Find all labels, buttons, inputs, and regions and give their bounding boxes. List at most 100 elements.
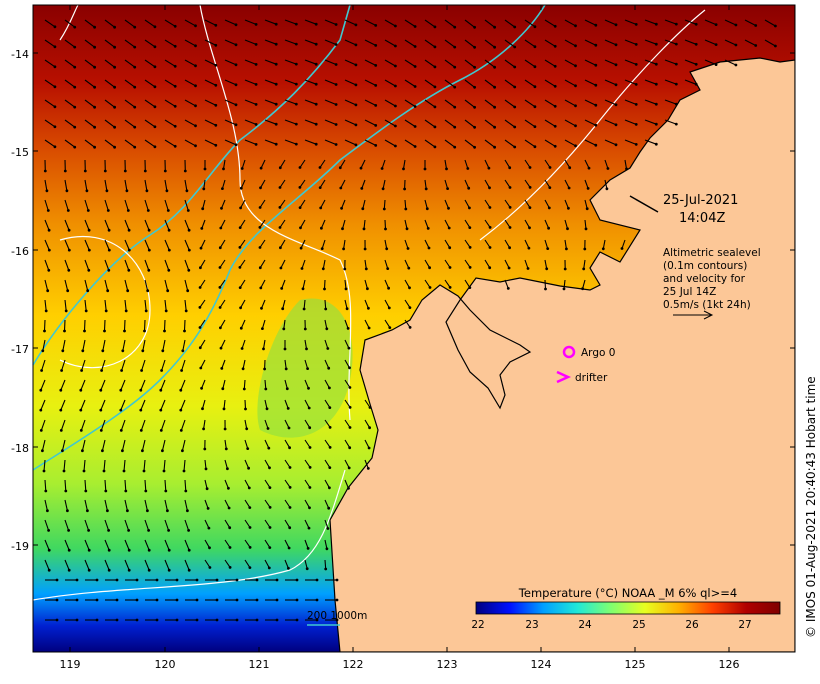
velocity-vector-head bbox=[161, 349, 164, 352]
velocity-vector-head bbox=[235, 43, 238, 46]
velocity-vector-head bbox=[43, 330, 46, 333]
velocity-vector-head bbox=[194, 124, 197, 127]
velocity-vector-head bbox=[104, 490, 107, 493]
velocity-vector-head bbox=[64, 170, 67, 173]
velocity-vector-head bbox=[180, 429, 183, 432]
velocity-vector-head bbox=[513, 46, 516, 49]
velocity-vector-head bbox=[336, 579, 339, 582]
velocity-vector-head bbox=[183, 330, 186, 333]
velocity-vector bbox=[105, 320, 106, 331]
velocity-vector-head bbox=[184, 170, 187, 173]
velocity-vector-head bbox=[493, 146, 496, 149]
velocity-vector-head bbox=[467, 187, 470, 190]
velocity-vector-head bbox=[349, 426, 352, 429]
velocity-vector-head bbox=[308, 506, 311, 509]
velocity-vector-head bbox=[79, 409, 82, 412]
velocity-vector-head bbox=[196, 579, 199, 582]
velocity-vector-head bbox=[367, 467, 370, 470]
velocity-vector-head bbox=[635, 43, 638, 46]
velocity-vector-head bbox=[243, 388, 246, 391]
velocity-vector-head bbox=[194, 104, 197, 107]
colorbar-tick-label: 23 bbox=[525, 619, 538, 631]
velocity-vector-head bbox=[47, 209, 50, 212]
velocity-vector-head bbox=[394, 45, 397, 48]
velocity-vector-head bbox=[255, 103, 258, 106]
velocity-vector-head bbox=[635, 63, 638, 66]
velocity-vector-head bbox=[235, 143, 238, 146]
velocity-vector-head bbox=[188, 569, 191, 572]
velocity-vector-head bbox=[469, 246, 472, 249]
velocity-vector-head bbox=[715, 43, 718, 46]
velocity-vector-head bbox=[145, 310, 148, 313]
velocity-vector-head bbox=[606, 187, 609, 190]
velocity-vector-head bbox=[56, 599, 59, 602]
velocity-vector-head bbox=[86, 189, 89, 192]
velocity-vector-head bbox=[508, 246, 511, 249]
velocity-vector-head bbox=[202, 428, 205, 431]
velocity-vector-head bbox=[161, 449, 164, 452]
velocity-vector-head bbox=[513, 126, 516, 129]
velocity-vector-head bbox=[216, 599, 219, 602]
velocity-vector-head bbox=[403, 188, 406, 191]
velocity-vector-head bbox=[93, 146, 96, 149]
velocity-vector-head bbox=[534, 125, 537, 128]
argo-label: Argo 0 bbox=[581, 347, 615, 359]
lon-label: 123 bbox=[437, 658, 458, 671]
velocity-vector-head bbox=[239, 226, 242, 229]
velocity-vector-head bbox=[268, 546, 271, 549]
velocity-vector-head bbox=[199, 306, 202, 309]
velocity-vector-head bbox=[328, 466, 331, 469]
velocity-vector-head bbox=[347, 487, 350, 490]
velocity-vector-head bbox=[113, 106, 116, 109]
velocity-vector-head bbox=[76, 619, 79, 622]
colorbar-title: Temperature (°C) NOAA _M 6% ql>=4 bbox=[518, 586, 737, 600]
velocity-vector-head bbox=[299, 166, 302, 169]
velocity-vector-head bbox=[306, 567, 309, 570]
velocity-vector-head bbox=[164, 170, 167, 173]
velocity-vector-head bbox=[574, 124, 577, 127]
time-label: 14:04Z bbox=[679, 211, 725, 226]
velocity-vector-head bbox=[168, 229, 171, 232]
velocity-vector-head bbox=[124, 490, 127, 493]
velocity-vector-head bbox=[269, 526, 272, 529]
velocity-vector-head bbox=[554, 45, 557, 48]
velocity-vector-head bbox=[473, 86, 476, 89]
velocity-vector-head bbox=[322, 267, 325, 270]
velocity-vector-head bbox=[121, 449, 124, 452]
velocity-vector-head bbox=[56, 619, 59, 622]
velocity-vector-head bbox=[133, 146, 136, 149]
velocity-vector-head bbox=[394, 85, 397, 88]
velocity-vector-head bbox=[394, 25, 397, 28]
velocity-vector-head bbox=[194, 44, 197, 47]
velocity-vector-head bbox=[336, 599, 339, 602]
velocity-vector-head bbox=[489, 246, 492, 249]
velocity-vector-head bbox=[106, 189, 109, 192]
velocity-vector-head bbox=[223, 408, 226, 411]
velocity-vector-head bbox=[434, 66, 437, 69]
lon-label: 121 bbox=[249, 658, 270, 671]
velocity-vector-head bbox=[588, 167, 591, 170]
velocity-vector-head bbox=[124, 170, 127, 173]
velocity-vector-head bbox=[140, 429, 143, 432]
velocity-vector-head bbox=[279, 246, 282, 249]
velocity-vector-head bbox=[488, 186, 491, 189]
velocity-vector-head bbox=[103, 470, 106, 473]
velocity-vector bbox=[185, 320, 186, 331]
velocity-vector-head bbox=[67, 209, 70, 212]
velocity-vector-head bbox=[214, 84, 217, 87]
velocity-vector-head bbox=[200, 247, 203, 250]
velocity-vector-head bbox=[181, 449, 184, 452]
velocity-vector-head bbox=[93, 126, 96, 129]
velocity-vector-head bbox=[93, 26, 96, 29]
velocity-vector-head bbox=[154, 25, 157, 28]
velocity-vector-head bbox=[88, 549, 91, 552]
velocity-vector-head bbox=[93, 66, 96, 69]
velocity-vector-head bbox=[625, 168, 628, 171]
velocity-vector-head bbox=[343, 268, 346, 271]
velocity-vector-head bbox=[429, 286, 432, 289]
velocity-vector-head bbox=[249, 526, 252, 529]
velocity-vector-head bbox=[65, 310, 68, 313]
velocity-vector-head bbox=[381, 167, 384, 170]
velocity-vector-head bbox=[655, 23, 658, 26]
